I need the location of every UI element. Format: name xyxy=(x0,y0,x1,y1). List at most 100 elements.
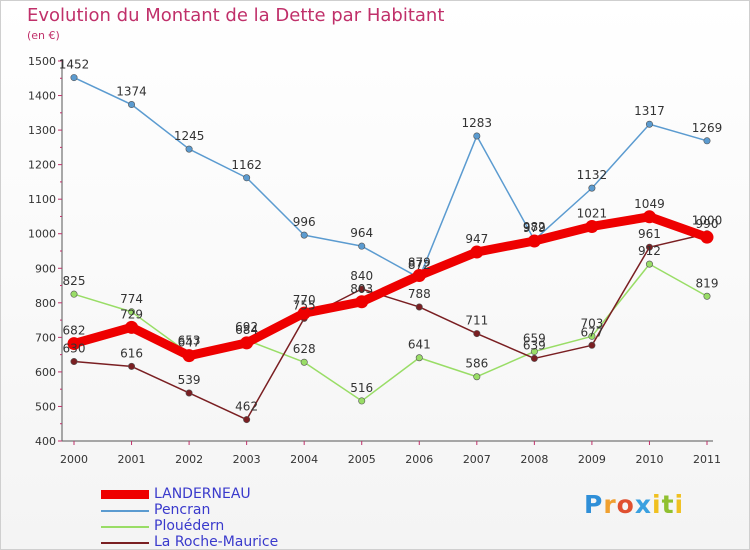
data-point-landerneau xyxy=(125,320,139,334)
data-point-pencran xyxy=(645,120,653,128)
x-tick-label: 2010 xyxy=(635,453,663,466)
legend-item-pencran: Pencran xyxy=(101,502,361,518)
x-tick-label: 2002 xyxy=(175,453,203,466)
legend-label: Plouédern xyxy=(154,518,225,534)
data-point-plou-dern xyxy=(300,358,308,366)
y-tick-label: 400 xyxy=(35,435,56,448)
data-point-landerneau xyxy=(470,245,484,259)
data-label-plou-dern: 819 xyxy=(696,276,719,290)
data-label-plou-dern: 516 xyxy=(350,381,373,395)
data-point-landerneau xyxy=(700,230,714,244)
x-tick-label: 2011 xyxy=(693,453,721,466)
data-label-pencran: 982 xyxy=(523,220,546,234)
data-point-plou-dern xyxy=(645,260,653,268)
legend-swatch-pencran xyxy=(101,510,149,512)
y-tick-label: 1500 xyxy=(28,55,56,68)
data-point-plou-dern xyxy=(588,332,596,340)
data-label-landerneau: 729 xyxy=(120,307,143,321)
data-point-landerneau xyxy=(585,219,599,233)
y-tick-label: 500 xyxy=(35,400,56,413)
data-point-landerneau xyxy=(240,336,254,350)
data-point-plou-dern xyxy=(530,348,538,356)
legend-swatch-la-roche-maurice xyxy=(101,542,149,544)
proxiti-logo: Proxiti xyxy=(584,490,685,519)
data-point-landerneau xyxy=(67,337,81,351)
y-tick-label: 1200 xyxy=(28,159,56,172)
data-point-la-roche-maurice xyxy=(243,416,251,424)
y-tick-label: 600 xyxy=(35,366,56,379)
series-line-landerneau xyxy=(69,212,712,361)
data-label-pencran: 1374 xyxy=(116,85,147,99)
x-tick-label: 2004 xyxy=(290,453,318,466)
data-point-landerneau xyxy=(297,306,311,320)
y-tick-label: 800 xyxy=(35,297,56,310)
data-label-la-roche-maurice: 677 xyxy=(580,325,603,339)
legend-item-landerneau: LANDERNEAU xyxy=(101,486,361,502)
legend-item-plouedern: Plouédern xyxy=(101,518,361,534)
data-point-pencran xyxy=(703,137,711,145)
data-label-plou-dern: 586 xyxy=(465,357,488,371)
data-label-pencran: 1269 xyxy=(692,121,723,135)
data-point-pencran xyxy=(70,74,78,82)
data-point-plou-dern xyxy=(128,308,136,316)
data-point-la-roche-maurice xyxy=(473,330,481,338)
data-point-landerneau xyxy=(412,269,426,283)
data-point-la-roche-maurice xyxy=(185,389,193,397)
data-label-landerneau: 770 xyxy=(293,293,316,307)
data-point-plou-dern xyxy=(70,290,78,298)
x-tick-label: 2003 xyxy=(233,453,261,466)
y-tick-label: 700 xyxy=(35,331,56,344)
data-label-pencran: 872 xyxy=(408,258,431,272)
y-tick-label: 1300 xyxy=(28,124,56,137)
data-label-la-roche-maurice: 539 xyxy=(178,373,201,387)
data-label-landerneau: 803 xyxy=(350,282,373,296)
data-label-plou-dern: 774 xyxy=(120,292,143,306)
data-label-la-roche-maurice: 788 xyxy=(408,287,431,301)
x-tick-label: 2006 xyxy=(405,453,433,466)
data-label-landerneau: 682 xyxy=(63,324,86,338)
legend: LANDERNEAU Pencran Plouédern La Roche-Ma… xyxy=(101,486,361,550)
data-point-la-roche-maurice xyxy=(530,354,538,362)
x-tick-label: 2008 xyxy=(520,453,548,466)
data-label-pencran: 1132 xyxy=(577,168,608,182)
data-point-pencran xyxy=(358,242,366,250)
legend-label: LANDERNEAU xyxy=(154,486,251,502)
data-label-pencran: 964 xyxy=(350,226,373,240)
data-point-landerneau xyxy=(642,210,656,224)
data-point-plou-dern xyxy=(358,397,366,405)
data-label-plou-dern: 912 xyxy=(638,244,661,258)
data-point-landerneau xyxy=(527,234,541,248)
data-label-la-roche-maurice: 961 xyxy=(638,227,661,241)
x-tick-label: 2009 xyxy=(578,453,606,466)
data-point-landerneau xyxy=(182,349,196,363)
data-label-landerneau: 1049 xyxy=(634,197,665,211)
data-label-plou-dern: 703 xyxy=(580,316,603,330)
data-point-pencran xyxy=(243,174,251,182)
data-label-pencran: 1162 xyxy=(231,158,262,172)
y-tick-label: 1400 xyxy=(28,90,56,103)
data-label-la-roche-maurice: 840 xyxy=(350,269,373,283)
data-label-pencran: 1317 xyxy=(634,104,665,118)
data-point-plou-dern xyxy=(473,373,481,381)
data-point-la-roche-maurice xyxy=(70,358,78,366)
y-tick-label: 1100 xyxy=(28,193,56,206)
line-chart: 400 500 600 700 800 900 1000 1100 1200 1300 1400 15… xyxy=(28,55,723,466)
legend-label: Pencran xyxy=(154,502,211,518)
data-label-landerneau: 879 xyxy=(408,256,431,270)
data-point-la-roche-maurice xyxy=(358,285,366,293)
data-point-pencran xyxy=(128,101,136,109)
data-point-pencran xyxy=(473,132,481,140)
legend-label: La Roche-Maurice xyxy=(154,534,279,550)
chart-subtitle: (en €) xyxy=(27,29,60,42)
data-label-plou-dern: 653 xyxy=(178,334,201,348)
legend-swatch-landerneau xyxy=(101,490,149,499)
data-point-plou-dern xyxy=(415,354,423,362)
data-label-landerneau: 990 xyxy=(696,217,719,231)
data-label-la-roche-maurice: 630 xyxy=(63,342,86,356)
series-line-la-roche-maurice xyxy=(73,232,708,421)
data-point-pencran xyxy=(300,231,308,239)
data-point-pencran xyxy=(588,184,596,192)
data-label-la-roche-maurice: 639 xyxy=(523,338,546,352)
data-label-la-roche-maurice: 755 xyxy=(293,298,316,312)
